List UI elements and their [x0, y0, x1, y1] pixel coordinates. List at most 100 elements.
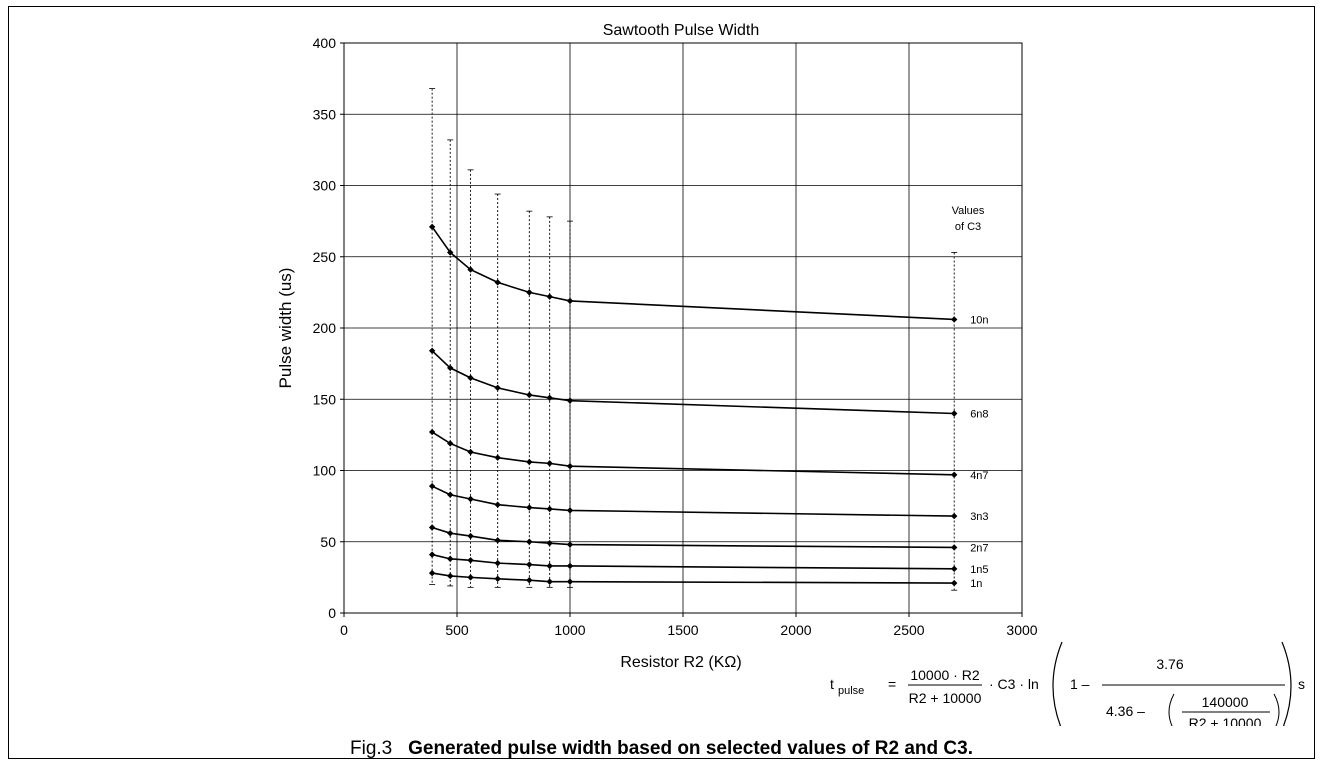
series-label-2n7: 2n7	[970, 542, 988, 554]
data-point	[951, 544, 958, 551]
data-point	[447, 555, 454, 563]
data-point	[526, 289, 533, 296]
series-label-1n5: 1n5	[970, 564, 988, 576]
data-point	[526, 504, 533, 511]
series-label-4n7: 4n7	[970, 470, 988, 482]
data-point	[467, 266, 474, 273]
data-point	[428, 347, 436, 354]
data-point	[447, 249, 454, 256]
data-point	[494, 559, 501, 567]
caption-text: Generated pulse width based on selected …	[408, 738, 973, 759]
data-point	[546, 460, 553, 467]
data-point	[467, 557, 474, 564]
data-point	[447, 572, 454, 580]
data-point	[494, 384, 501, 392]
data-point	[546, 562, 553, 570]
series-label-10n: 10n	[970, 314, 988, 326]
formula-right-paren	[1281, 641, 1292, 726]
series-label-1n: 1n	[970, 578, 982, 590]
figure-frame	[8, 6, 1315, 759]
x-tick-label: 1000	[554, 622, 585, 638]
data-point	[546, 293, 553, 300]
y-tick-label: 350	[313, 106, 337, 122]
tick-labels: 0 50 100 150 200 250 300 350 400 0 500 1000 1500 2000…	[313, 35, 1038, 638]
x-tick-label: 2000	[780, 622, 811, 638]
data-point	[447, 440, 454, 447]
data-point	[526, 538, 533, 545]
y-tick-label: 0	[328, 605, 336, 621]
data-point	[526, 561, 533, 568]
data-point	[546, 394, 553, 402]
formula-frac1-denominator: R2 + 10000	[909, 690, 982, 706]
series-label-3n3: 3n3	[970, 511, 988, 523]
data-point	[447, 364, 454, 372]
data-point	[526, 458, 533, 466]
y-tick-label: 200	[313, 320, 337, 336]
data-point	[447, 530, 454, 537]
formula-frac2-numerator: 3.76	[1156, 656, 1183, 672]
data-point	[428, 569, 436, 577]
data-point	[494, 537, 501, 544]
series-line-10n	[431, 226, 955, 321]
data-point	[951, 565, 958, 573]
data-point	[428, 551, 436, 558]
formula-frac3-denominator: R2 + 10000	[1189, 715, 1262, 726]
data-point	[467, 574, 474, 581]
data-point	[428, 428, 436, 436]
formula-inner-left: 4.36 –	[1106, 703, 1145, 719]
data-point	[526, 577, 533, 584]
data-point	[526, 391, 533, 399]
x-tick-label: 3000	[1006, 622, 1037, 638]
data-point	[494, 454, 501, 461]
data-point	[566, 397, 574, 404]
data-point	[467, 448, 474, 456]
caption-fig-number: Fig.3	[350, 738, 393, 759]
y-tick-label: 50	[320, 534, 336, 550]
data-point	[951, 579, 958, 587]
legend-title-line-2: of C3	[955, 221, 981, 233]
pulse-width-formula: t pulse = 10000 · R2 R2 + 10000 · C3 · l…	[830, 641, 1305, 726]
x-tick-label: 500	[445, 622, 469, 638]
x-tick-label: 0	[340, 622, 348, 638]
formula-t-subscript: pulse	[838, 685, 864, 697]
data-point	[467, 495, 474, 503]
y-tick-label: 400	[313, 35, 337, 51]
data-point	[447, 491, 454, 498]
data-point	[494, 279, 501, 286]
series-lines: 10n 6n8 4n7 3n3 2n7 1n5 1n	[428, 223, 989, 590]
series-line-1n	[432, 572, 955, 584]
grid	[340, 42, 1023, 617]
x-axis-label: Resistor R2 (KΩ)	[620, 654, 741, 671]
series-line-2n7	[431, 526, 955, 549]
y-tick-label: 150	[313, 391, 337, 407]
x-tick-label: 2500	[893, 622, 924, 638]
series-line-1n5	[431, 553, 955, 570]
data-point	[467, 532, 474, 540]
chart-title: Sawtooth Pulse Width	[603, 22, 760, 39]
data-point	[566, 541, 574, 548]
formula-unit: s	[1298, 676, 1305, 692]
formula-inner-left-paren	[1168, 693, 1175, 726]
data-point	[494, 501, 501, 508]
formula-frac1-numerator: 10000 · R2	[910, 667, 979, 683]
series-line-4n7	[431, 431, 955, 476]
y-tick-label: 300	[313, 178, 337, 194]
data-point	[566, 463, 574, 470]
series-line-6n8	[431, 350, 955, 415]
formula-t: t	[830, 676, 834, 692]
data-point	[951, 316, 958, 323]
data-point	[428, 482, 436, 490]
data-point	[546, 578, 553, 585]
y-tick-label: 100	[313, 463, 337, 479]
data-point	[951, 471, 958, 478]
formula-middle: · C3 · ln	[989, 676, 1039, 692]
figure-caption: Fig.3 Generated pulse width based on sel…	[0, 738, 1323, 760]
data-point	[428, 223, 436, 231]
data-point	[428, 524, 436, 531]
formula-frac3-numerator: 140000	[1202, 694, 1249, 710]
data-point	[546, 505, 553, 513]
legend-title-line-1: Values	[952, 205, 985, 217]
formula-equals: =	[888, 676, 896, 692]
data-point	[546, 539, 553, 547]
